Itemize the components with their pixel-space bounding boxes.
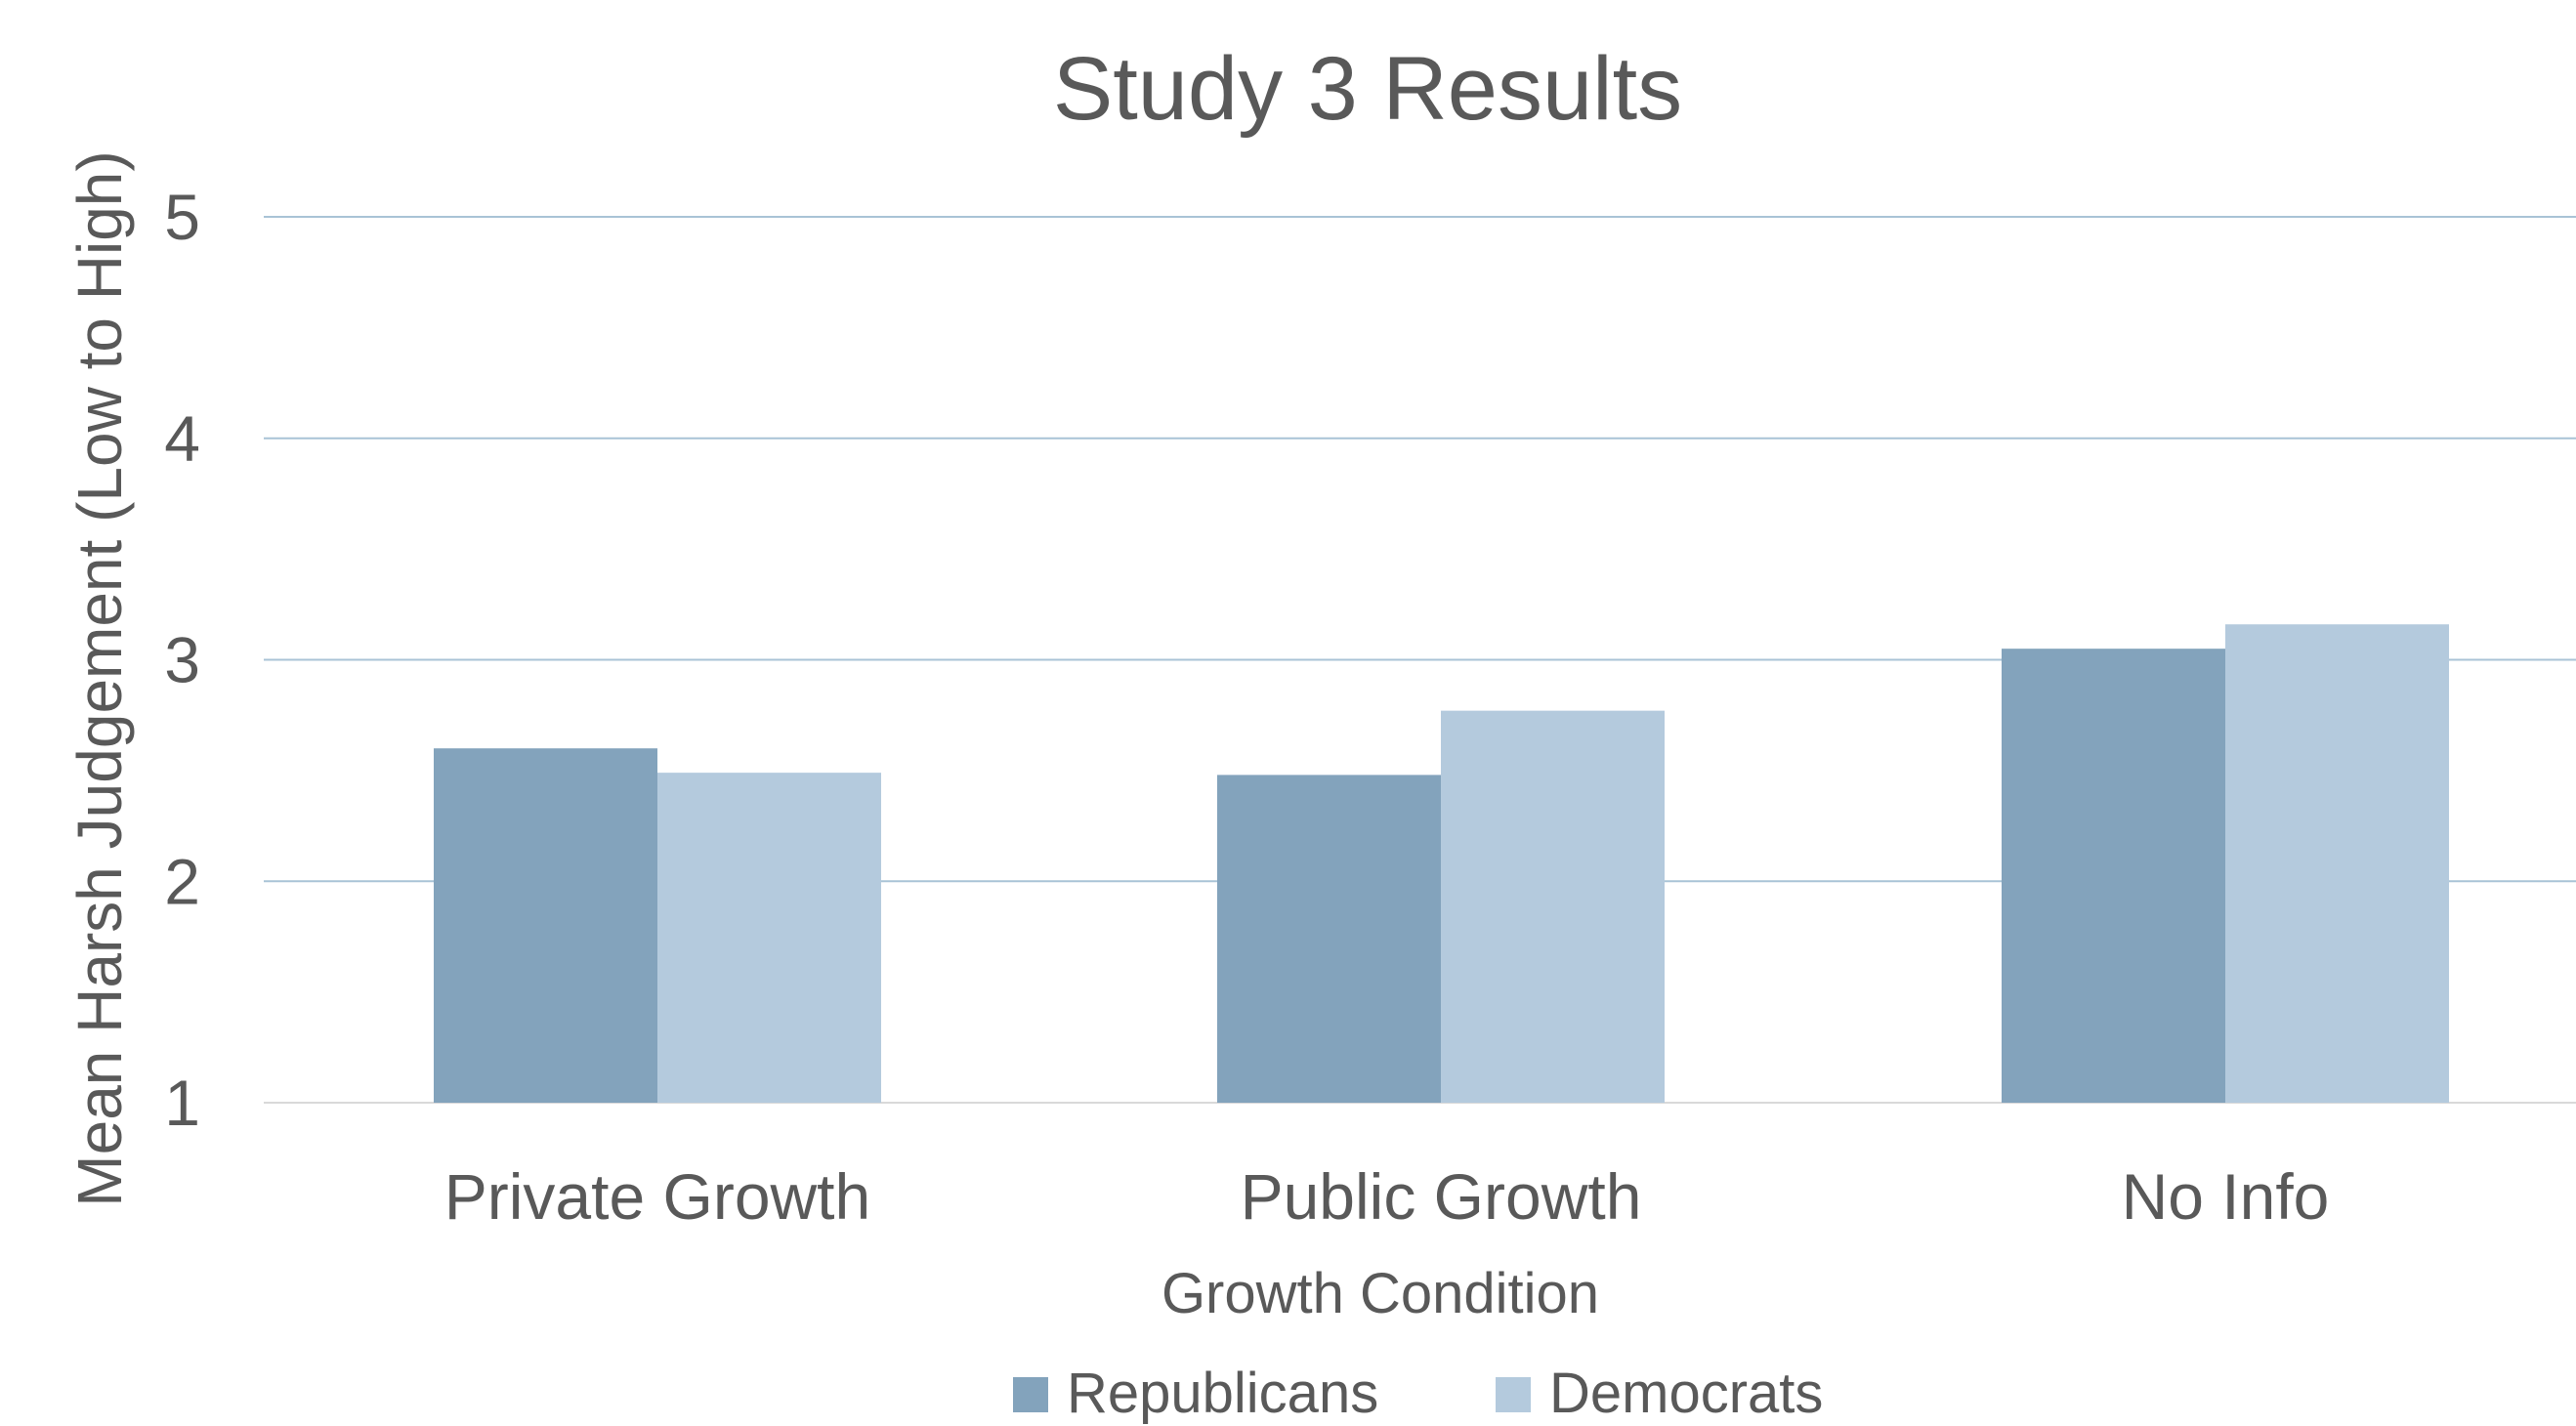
legend-label-democrats: Democrats bbox=[1549, 1362, 1823, 1425]
bar-republicans-private-growth bbox=[434, 748, 657, 1103]
legend: Republicans Democrats bbox=[1013, 1362, 1823, 1425]
x-tick-label: Public Growth bbox=[1241, 1160, 1642, 1233]
y-tick-label: 4 bbox=[164, 402, 200, 475]
bar-democrats-no-info bbox=[2225, 624, 2449, 1103]
y-tick-label: 3 bbox=[164, 624, 200, 696]
y-axis-title: Mean Harsh Judgement (Low to High) bbox=[64, 150, 135, 1206]
legend-label-republicans: Republicans bbox=[1067, 1362, 1378, 1425]
legend-swatch-democrats bbox=[1496, 1377, 1531, 1412]
x-tick-label: Private Growth bbox=[444, 1160, 870, 1233]
bar-democrats-public-growth bbox=[1441, 710, 1665, 1103]
bar-republicans-no-info bbox=[2002, 649, 2225, 1103]
x-axis-ticks: Private Growth Public Growth No Info bbox=[444, 1160, 2330, 1233]
bar-democrats-private-growth bbox=[657, 773, 881, 1103]
bars bbox=[434, 624, 2449, 1103]
chart-title: Study 3 Results bbox=[1053, 39, 1682, 139]
y-tick-label: 2 bbox=[164, 845, 200, 917]
y-tick-label: 1 bbox=[164, 1067, 200, 1139]
y-axis-ticks: 1 2 3 4 5 bbox=[164, 181, 200, 1139]
x-tick-label: No Info bbox=[2122, 1160, 2330, 1233]
bar-republicans-public-growth bbox=[1217, 775, 1441, 1103]
x-axis-title: Growth Condition bbox=[1161, 1262, 1599, 1325]
legend-swatch-republicans bbox=[1013, 1377, 1048, 1412]
y-tick-label: 5 bbox=[164, 181, 200, 253]
